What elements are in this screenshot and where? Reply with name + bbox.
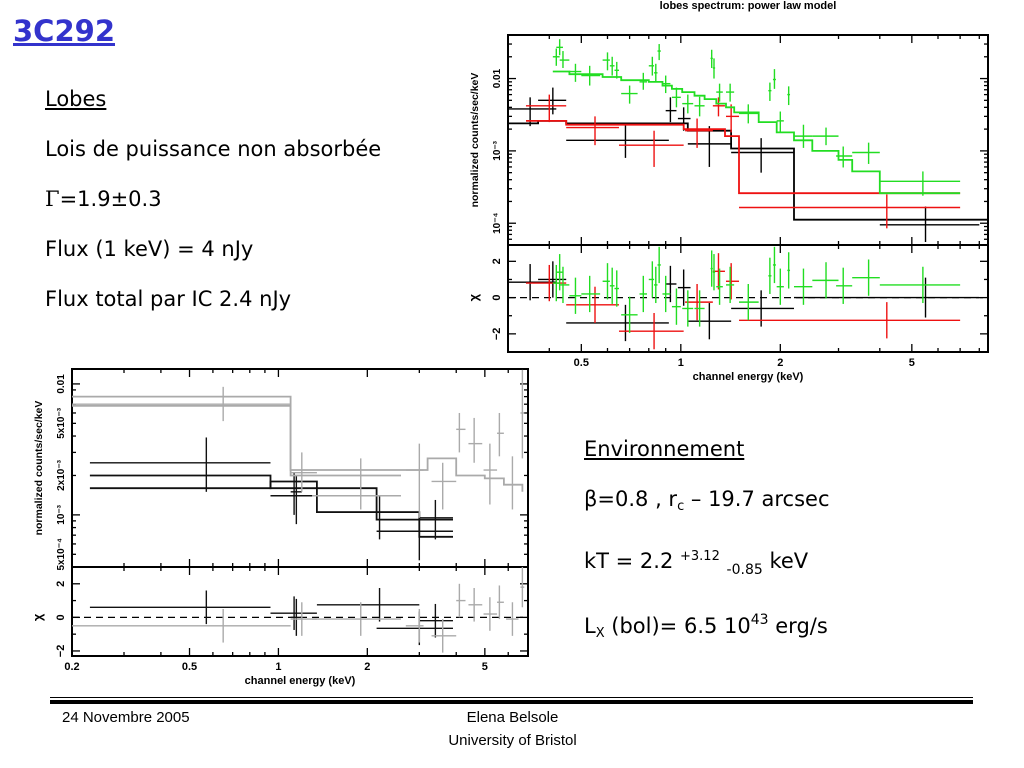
y-tick-label: 5x10⁻³ bbox=[56, 407, 67, 439]
resid-tick-label: 0 bbox=[55, 614, 67, 620]
lobes-gamma-line: Γ=1.9±0.3 bbox=[45, 174, 381, 224]
plot-frame bbox=[507, 34, 989, 353]
kt-lower-error: -0.85 bbox=[726, 562, 763, 578]
footer-date: 24 Novembre 2005 bbox=[62, 709, 190, 726]
kt-text: kT = 2.2 bbox=[584, 549, 681, 573]
series-green bbox=[552, 39, 961, 333]
kt-upper-error: +3.12 bbox=[680, 549, 720, 564]
environment-block: Environnement β=0.8 , rc – 19.7 arcsec k… bbox=[584, 424, 830, 659]
y-axis-label: normalized counts/sec/keV bbox=[469, 73, 481, 208]
lobes-flux-total: Flux total par IC 2.4 nJy bbox=[45, 287, 292, 311]
resid-tick-label: 2 bbox=[491, 258, 503, 264]
footer-divider-thick bbox=[50, 700, 973, 704]
x-tick-label: 2 bbox=[777, 357, 783, 369]
resid-tick-label: −2 bbox=[55, 645, 67, 658]
y-tick-label: 0.01 bbox=[492, 68, 503, 88]
gamma-symbol: Γ bbox=[45, 187, 60, 211]
y-axis-label: normalized counts/sec/keV bbox=[33, 401, 45, 536]
footer-divider-thin bbox=[50, 697, 973, 698]
lx-value: (bol)= 6.5 10 bbox=[604, 614, 751, 638]
model-step-line bbox=[526, 120, 961, 195]
x-tick-label: 0.5 bbox=[182, 661, 197, 673]
lobes-heading: Lobes bbox=[45, 87, 107, 111]
kt-unit: keV bbox=[762, 549, 809, 573]
resid-tick-label: 0 bbox=[491, 295, 503, 301]
series-grey bbox=[72, 369, 525, 653]
lobes-flux-1kev: Flux (1 keV) = 4 nJy bbox=[45, 237, 254, 261]
lx-exponent: 43 bbox=[750, 612, 769, 628]
model-step-line bbox=[552, 70, 961, 195]
y-tick-label: 10⁻³ bbox=[492, 140, 503, 160]
environment-beta-line: β=0.8 , rc – 19.7 arcsec bbox=[584, 474, 830, 532]
plot-frame bbox=[71, 368, 529, 657]
x-tick-label: 1 bbox=[678, 357, 684, 369]
model-step-line bbox=[72, 404, 401, 477]
x-tick-label: 0.5 bbox=[574, 357, 589, 369]
lobes-spectrum-chart: lobes spectrum: power law model 0.5 1 2 5 cha… bbox=[466, 0, 989, 383]
model-step-line bbox=[89, 474, 453, 538]
x-tick-label: 5 bbox=[909, 357, 915, 369]
footer-affiliation: University of Bristol bbox=[448, 732, 577, 749]
environment-lx-line: LX (bol)= 6.5 1043 erg/s bbox=[584, 595, 830, 659]
lx-subscript: X bbox=[595, 626, 605, 641]
x-tick-label: 5 bbox=[482, 661, 488, 673]
lobes-block: Lobes Lois de puissance non absorbée Γ=1… bbox=[45, 74, 381, 324]
beta-text: β=0.8 , r bbox=[584, 487, 678, 511]
resid-tick-label: 2 bbox=[55, 581, 67, 587]
series-red bbox=[525, 94, 961, 350]
resid-axis-label: χ bbox=[30, 613, 45, 621]
lx-text: L bbox=[584, 614, 596, 638]
series-black bbox=[89, 437, 453, 646]
environment-heading: Environnement bbox=[584, 437, 745, 461]
model-step-line bbox=[89, 480, 453, 521]
x-tick-label: 0.2 bbox=[64, 661, 79, 673]
resid-axis-label: χ bbox=[466, 293, 481, 301]
environment-spectrum-chart: 0.2 0.5 1 2 5 channel energy (keV) 5x10⁻⁴ 10⁻³ 2… bbox=[30, 368, 529, 687]
model-step-line bbox=[72, 395, 524, 492]
x-tick-label: 1 bbox=[275, 661, 281, 673]
gamma-value: =1.9±0.3 bbox=[59, 187, 162, 211]
y-tick-label: 0.01 bbox=[56, 374, 67, 394]
slide-title: 3C292 bbox=[13, 14, 115, 48]
x-tick-label: 2 bbox=[364, 661, 370, 673]
rc-value: – 19.7 arcsec bbox=[684, 487, 830, 511]
lx-unit: erg/s bbox=[768, 614, 828, 638]
y-tick-label: 2x10⁻³ bbox=[56, 459, 67, 491]
lobes-model-line: Lois de puissance non absorbée bbox=[45, 137, 382, 161]
rc-subscript: c bbox=[677, 499, 685, 514]
y-tick-label: 10⁻³ bbox=[56, 504, 67, 524]
environment-kt-line: kT = 2.2 +3.12 -0.85 keV bbox=[584, 532, 830, 595]
x-axis-label: channel energy (keV) bbox=[245, 675, 356, 687]
resid-tick-label: −2 bbox=[491, 328, 503, 341]
chart-title: lobes spectrum: power law model bbox=[660, 0, 837, 12]
footer-author: Elena Belsole bbox=[466, 709, 559, 726]
y-tick-label: 10⁻⁴ bbox=[492, 213, 503, 234]
model-step-line bbox=[508, 120, 988, 221]
x-axis-label: channel energy (keV) bbox=[693, 371, 804, 383]
y-tick-label: 5x10⁻⁴ bbox=[56, 538, 67, 571]
